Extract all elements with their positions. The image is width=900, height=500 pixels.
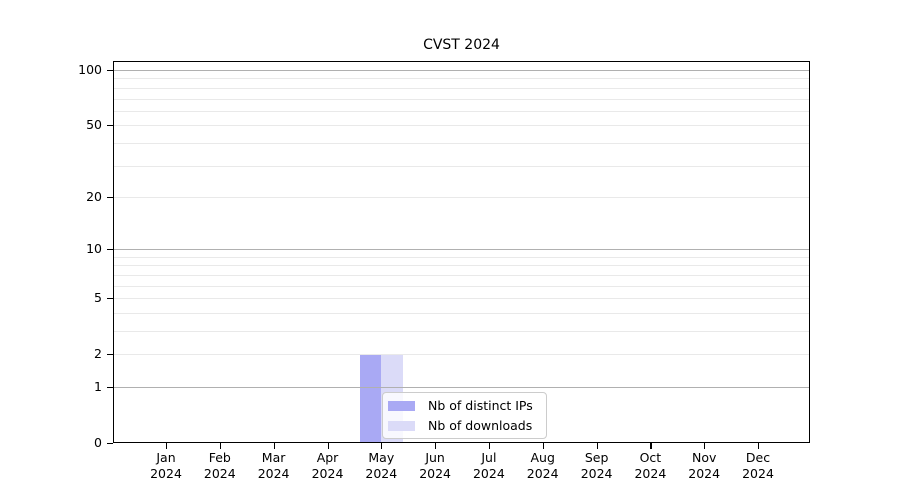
y-tick (107, 196, 113, 199)
y-tick (107, 249, 113, 251)
minor-gridline (114, 331, 809, 332)
minor-gridline (114, 125, 809, 127)
y-tick-label: 20 (86, 188, 102, 204)
x-tick (758, 443, 760, 449)
x-tick-label: Sep 2024 (580, 450, 613, 481)
x-tick (273, 443, 275, 449)
x-tick (381, 443, 383, 449)
y-tick-label: 1 (94, 379, 102, 394)
x-tick-label: Feb 2024 (203, 450, 236, 481)
legend-label: Nb of distinct IPs (428, 397, 533, 413)
x-tick-label: May 2024 (365, 450, 398, 481)
minor-gridline (114, 285, 809, 287)
x-tick-label: Dec 2024 (742, 450, 774, 481)
x-tick (596, 443, 598, 449)
minor-gridline (114, 256, 809, 258)
y-tick-label: 50 (86, 117, 102, 133)
x-tick-label: Jan 2024 (150, 450, 182, 481)
major-gridline (114, 70, 809, 71)
x-tick (327, 443, 329, 449)
x-tick-label: Aug 2024 (526, 450, 559, 481)
x-tick (488, 443, 491, 449)
minor-gridline (114, 265, 809, 267)
major-gridline (114, 387, 809, 388)
y-tick (107, 354, 113, 356)
x-tick (650, 443, 652, 449)
y-tick-label: 5 (94, 290, 102, 306)
x-tick (435, 443, 437, 449)
plot-frame (113, 61, 810, 443)
x-tick (542, 443, 544, 449)
chart-legend: Nb of distinct IPs Nb of downloads (382, 392, 547, 439)
minor-gridline (114, 274, 809, 276)
y-tick (107, 387, 113, 389)
legend-label: Nb of downloads (428, 417, 533, 433)
x-tick-label: Jun 2024 (419, 450, 451, 481)
downloads-swatch-icon (388, 420, 415, 431)
minor-gridline (114, 98, 809, 100)
x-tick (704, 443, 706, 449)
x-tick-label: Mar 2024 (257, 450, 290, 481)
y-tick-label: 2 (94, 346, 102, 362)
bar-distinct-ips (359, 354, 382, 443)
minor-gridline (114, 142, 809, 144)
minor-gridline (114, 87, 809, 89)
minor-gridline (114, 110, 809, 112)
minor-gridline (114, 354, 809, 356)
minor-gridline (114, 312, 809, 314)
x-tick-label: Jul 2024 (472, 450, 505, 481)
major-gridline (114, 249, 809, 251)
distinct-ips-swatch-icon (388, 400, 415, 411)
legend-item-downloads: Nb of downloads (388, 417, 538, 434)
minor-gridline (114, 165, 809, 167)
x-tick (219, 443, 221, 449)
x-tick-label: Nov 2024 (688, 450, 721, 481)
legend-item-distinct-ips: Nb of distinct IPs (388, 397, 538, 414)
chart-title: CVST 2024 (423, 37, 500, 53)
y-tick-label: 10 (86, 241, 102, 257)
y-tick (107, 443, 113, 445)
x-tick (166, 443, 168, 449)
minor-gridline (114, 78, 809, 80)
minor-gridline (114, 298, 809, 300)
x-tick-label: Apr 2024 (311, 450, 344, 481)
y-tick-label: 100 (78, 62, 102, 77)
y-tick-label: 0 (94, 435, 102, 450)
y-tick (107, 70, 113, 72)
y-tick (107, 125, 113, 127)
y-tick (107, 298, 113, 300)
minor-gridline (114, 196, 809, 198)
x-tick-label: Oct 2024 (634, 450, 667, 481)
